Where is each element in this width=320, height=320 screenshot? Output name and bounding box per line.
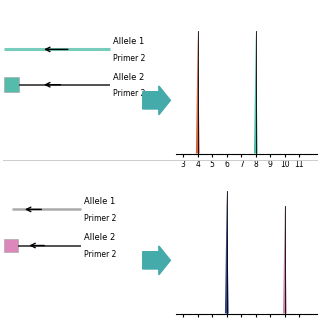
Polygon shape bbox=[196, 31, 200, 154]
Text: Allele 2: Allele 2 bbox=[113, 73, 145, 82]
Polygon shape bbox=[225, 191, 229, 314]
Bar bbox=[4, 77, 19, 92]
Text: Primer 2: Primer 2 bbox=[113, 90, 146, 99]
Text: Allele 1: Allele 1 bbox=[113, 37, 145, 46]
Text: Primer 2: Primer 2 bbox=[84, 214, 116, 223]
Polygon shape bbox=[254, 31, 258, 154]
Text: Allele 1: Allele 1 bbox=[84, 197, 115, 206]
Text: Allele 2: Allele 2 bbox=[84, 233, 115, 242]
FancyArrow shape bbox=[143, 246, 170, 275]
Bar bbox=[4, 239, 18, 252]
FancyArrow shape bbox=[143, 86, 170, 115]
Text: Primer 2: Primer 2 bbox=[84, 250, 116, 259]
Polygon shape bbox=[283, 206, 287, 314]
Text: Primer 2: Primer 2 bbox=[113, 54, 146, 63]
